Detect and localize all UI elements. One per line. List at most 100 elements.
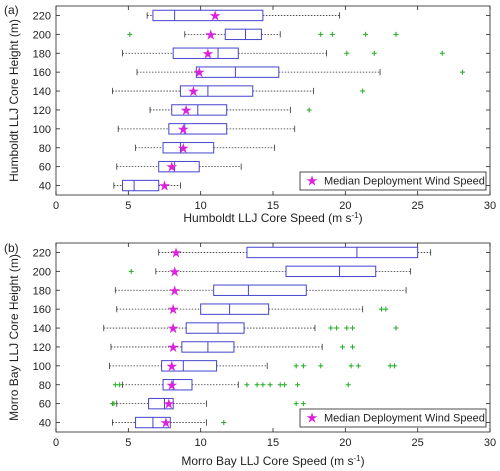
y-tick-label: 120 [33, 342, 51, 354]
outlier-point [328, 325, 334, 331]
panel-a: 0 5 10 15 20 25 30 40 60 80 100 120 140 160 180 200 220 ★… [4, 3, 496, 225]
outlier-point [383, 306, 389, 312]
y-tick-label: 140 [33, 323, 51, 335]
box-200: ★ [128, 264, 411, 280]
iqr-box [171, 104, 228, 116]
outlier-point [318, 31, 324, 37]
y-axis-title: Morro Bay LLJ Core Height (m) [7, 254, 21, 421]
iqr-box [158, 160, 200, 173]
y-tick-label: 60 [39, 399, 51, 411]
legend: ★ Median Deployment Wind Speed [299, 171, 487, 191]
x-tick-label: 0 [53, 437, 59, 449]
iqr-box [152, 9, 264, 22]
box-80: ★ [135, 141, 275, 157]
deployment-star: ★ [209, 8, 222, 24]
iqr-box [195, 66, 280, 78]
box-220: ★ [158, 245, 432, 261]
box-140: ★ [103, 321, 399, 337]
box-120: ★ [110, 340, 356, 356]
deployment-star: ★ [165, 160, 178, 176]
y-tick-label: 180 [33, 285, 51, 297]
panel-b: 0 5 10 15 20 25 30 40 60 80 100 120 140 160 180 200 220 ★… [4, 241, 496, 468]
box-180: ★ [122, 46, 445, 62]
outlier-point [439, 50, 445, 56]
outlier-point [393, 31, 399, 37]
deployment-star: ★ [202, 46, 215, 62]
deployment-star: ★ [193, 65, 206, 81]
legend: ★ Median Deployment Wind Speed [299, 408, 487, 428]
x-tick-label: 10 [195, 200, 207, 212]
box-160: ★ [136, 65, 466, 81]
box-100: ★ [109, 359, 398, 375]
iqr-box [162, 379, 193, 391]
outlier-point [221, 420, 227, 426]
x-axis-title: Humboldt LLJ Core Speed (m s-1) [183, 211, 362, 226]
deployment-star: ★ [158, 179, 171, 195]
outlier-point [350, 325, 356, 331]
outlier-point [293, 363, 299, 369]
iqr-box [185, 322, 245, 334]
x-tick-label: 25 [412, 200, 424, 212]
iqr-box [148, 397, 174, 410]
outlier-point [282, 382, 288, 388]
iqr-box [161, 360, 218, 372]
outlier-point [387, 363, 393, 369]
y-tick-label: 60 [39, 162, 51, 174]
outlier-point [244, 382, 250, 388]
box-60: ★ [116, 160, 242, 176]
y-tick-label: 200 [33, 266, 51, 278]
deployment-star: ★ [177, 141, 190, 157]
iqr-box [168, 123, 228, 135]
x-tick-label: 30 [484, 200, 496, 212]
x-tick-label: 5 [125, 437, 131, 449]
box-60: ★ [109, 397, 306, 413]
y-tick-label: 220 [33, 247, 51, 259]
box-200: ★ [127, 27, 399, 43]
iqr-box [162, 142, 215, 154]
box-160: ★ [116, 302, 389, 318]
outlier-point [306, 107, 312, 113]
deployment-star: ★ [167, 340, 180, 356]
outlier-point [128, 268, 134, 274]
legend-label: Median Deployment Wind Speed [324, 413, 485, 425]
outlier-point [295, 382, 301, 388]
box-140: ★ [112, 84, 366, 100]
y-tick-label: 200 [33, 29, 51, 41]
outlier-point [260, 382, 266, 388]
y-tick-label: 220 [33, 10, 51, 22]
iqr-box [172, 47, 239, 59]
y-tick-label: 140 [33, 86, 51, 98]
deployment-star: ★ [167, 321, 180, 337]
outlier-point [300, 401, 306, 407]
outlier-point [293, 401, 299, 407]
outlier-point [344, 325, 350, 331]
x-tick-label: 15 [267, 200, 279, 212]
outlier-point [360, 88, 366, 94]
iqr-box [224, 28, 262, 41]
x-tick-label: 5 [125, 200, 131, 212]
outlier-point [344, 50, 350, 56]
y-tick-label: 160 [33, 304, 51, 316]
y-tick-label: 40 [39, 418, 51, 430]
x-tick-label: 20 [339, 200, 351, 212]
y-tick-label: 80 [39, 143, 51, 155]
outlier-point [460, 69, 466, 75]
iqr-box [285, 265, 377, 278]
outlier-point [379, 306, 384, 312]
outlier-point [393, 325, 399, 331]
legend-star-icon: ★ [306, 411, 319, 427]
deployment-star: ★ [163, 397, 176, 413]
outlier-point [277, 382, 283, 388]
x-tick-label: 30 [484, 437, 496, 449]
legend-label: Median Deployment Wind Speed [324, 176, 485, 188]
deployment-star: ★ [177, 122, 190, 138]
y-tick-label: 40 [39, 181, 51, 193]
x-axis-title: Morro Bay LLJ Core Speed (m s-1) [181, 454, 364, 469]
deployment-star: ★ [168, 283, 181, 299]
x-tick-label: 10 [195, 437, 207, 449]
x-tick-label: 25 [412, 437, 424, 449]
deployment-star: ★ [168, 264, 181, 280]
panel-label: (b) [4, 241, 19, 255]
outlier-point [318, 363, 324, 369]
